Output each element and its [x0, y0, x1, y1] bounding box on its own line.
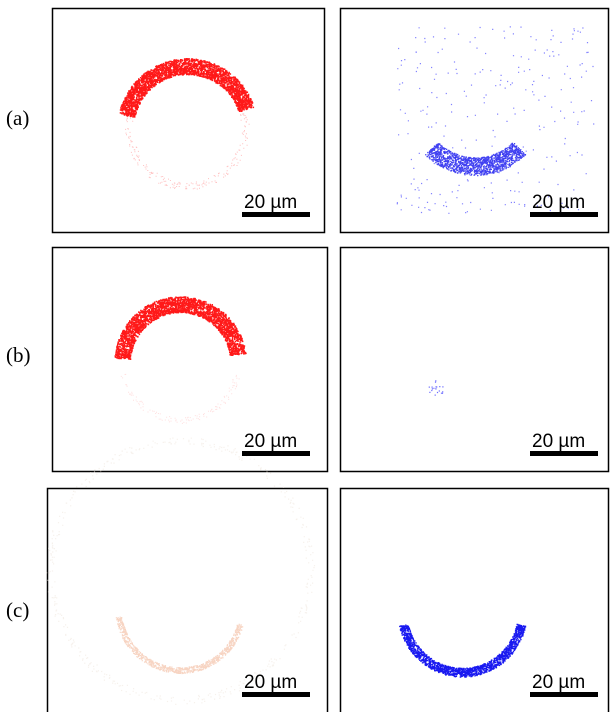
panel-frame [46, 487, 329, 712]
fluorescence-dots [399, 623, 527, 678]
panel-frame [51, 246, 329, 473]
fluorescence-dots [115, 616, 244, 675]
image-content [46, 26, 595, 705]
scale-bar [242, 451, 310, 456]
scale-bar [242, 692, 310, 697]
scale-bar [530, 692, 598, 697]
scale-bar [530, 212, 598, 217]
row-label: (c) [6, 598, 29, 622]
row-label: (a) [6, 106, 29, 130]
scale-bar-label: 20 µm [244, 672, 297, 693]
scale-bar [530, 451, 598, 456]
panel-frame [51, 7, 326, 234]
panel-frame [339, 7, 610, 234]
scale-bar-label: 20 µm [244, 431, 297, 452]
fluorescence-dots [114, 296, 247, 360]
panel-frame [339, 246, 610, 473]
scale-bar-label: 20 µm [532, 192, 585, 213]
scale-bar [242, 212, 310, 217]
scale-bar-label: 20 µm [532, 431, 585, 452]
fluorescence-dots [119, 58, 255, 118]
scale-bar-label: 20 µm [532, 672, 585, 693]
fluorescence-dots [425, 142, 527, 177]
row-label: (b) [6, 343, 31, 367]
scale-bar-label: 20 µm [244, 192, 297, 213]
